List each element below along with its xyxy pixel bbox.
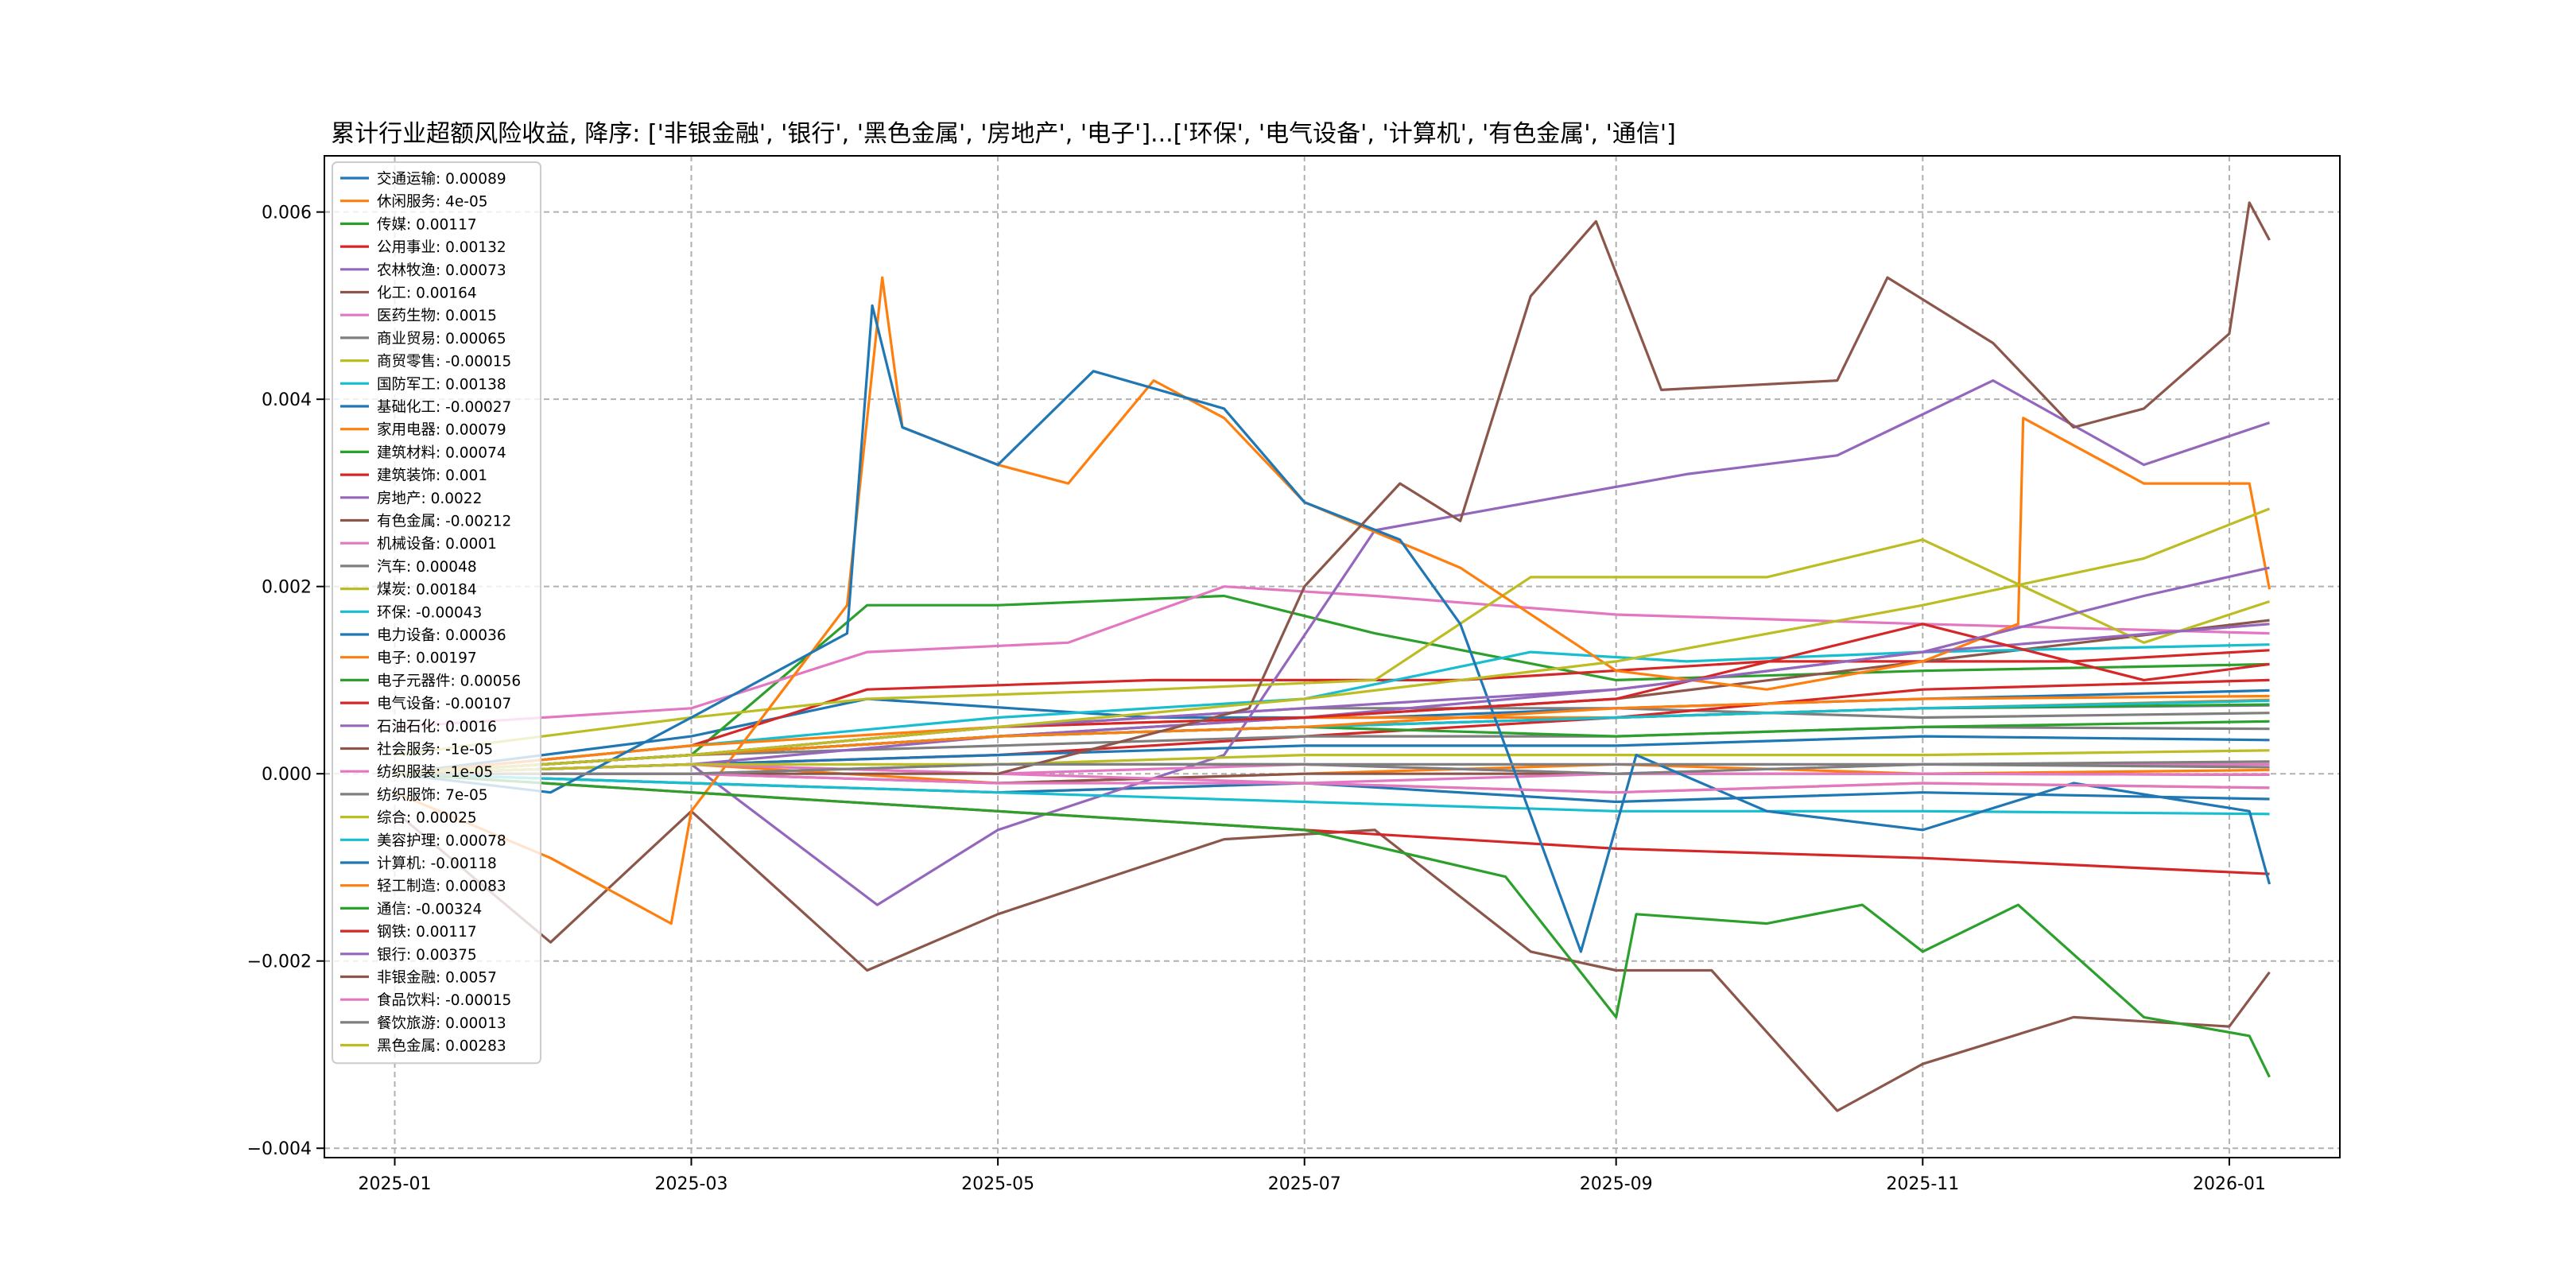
legend-entry: 机械设备: 0.0001 — [377, 536, 497, 553]
legend-entry: 建筑材料: 0.00074 — [377, 444, 506, 461]
chart-title: 累计行业超额风险收益, 降序: ['非银金融', '银行', '黑色金属', '… — [331, 120, 1676, 148]
legend-entry: 建筑装饰: 0.001 — [377, 467, 487, 484]
legend-entry: 食品饮料: -0.00015 — [377, 992, 511, 1009]
series-line-30 — [394, 304, 2271, 953]
x-axis: 2025-01 2025-03 2025-05 2025-07 2025-09 2025-… — [359, 1158, 2266, 1194]
series-line-37 — [394, 760, 2270, 775]
legend-entry: 钢铁: 0.00117 — [377, 924, 477, 941]
legend-entry: 石油石化: 0.0016 — [377, 719, 497, 735]
legend-entry: 电力设备: 0.00036 — [377, 627, 506, 644]
legend-entry: 传媒: 0.00117 — [377, 216, 477, 233]
legend-entry: 纺织服装: -1e-05 — [377, 764, 493, 781]
legend-entry: 美容护理: 0.00078 — [377, 832, 506, 849]
grid-lines — [324, 156, 2340, 1158]
series-line-21 — [394, 276, 2271, 925]
legend-entry: 医药生物: 0.0015 — [377, 308, 497, 324]
series-line-35 — [394, 201, 2271, 775]
legend-entry: 商贸零售: -0.00015 — [377, 354, 511, 370]
legend-entry: 交通运输: 0.00089 — [377, 171, 506, 188]
series-line-32 — [394, 772, 2271, 1078]
legend-box — [332, 161, 541, 1065]
legend-entry: 轻工制造: 0.00083 — [377, 879, 506, 895]
series-line-9 — [394, 643, 2270, 775]
series-line-10 — [394, 772, 2270, 804]
legend-entry: 国防军工: 0.00138 — [377, 376, 506, 393]
series-lines — [394, 201, 2271, 1112]
y-tick-label: 0.000 — [262, 765, 312, 785]
legend-entry: 社会服务: -1e-05 — [377, 742, 493, 758]
series-line-15 — [394, 809, 2271, 1112]
series-line-6 — [394, 585, 2270, 728]
y-tick-label: 0.004 — [262, 390, 312, 410]
legend-entry: 有色金属: -0.00212 — [377, 514, 511, 530]
legend-entry: 餐饮旅游: 0.00013 — [377, 1015, 506, 1032]
series-line-28 — [394, 749, 2270, 775]
y-tick-label: 0.006 — [262, 204, 312, 223]
legend-entry: 商业贸易: 0.00065 — [377, 331, 506, 347]
legend-entry: 化工: 0.00164 — [377, 285, 477, 302]
plot-frame — [324, 155, 2341, 1158]
legend: 交通运输: 0.00089 休闲服务: 4e-05 传媒: 0.00117 公用事业:… — [332, 161, 541, 1065]
x-tick-label: 2025-07 — [1268, 1174, 1341, 1194]
legend-entry: 电子元器件: 0.00056 — [377, 673, 521, 689]
x-tick-label: 2025-09 — [1580, 1174, 1653, 1194]
legend-entry: 房地产: 0.0022 — [377, 491, 482, 507]
x-tick-label: 2026-01 — [2193, 1174, 2266, 1194]
legend-entry: 公用事业: 0.00132 — [377, 239, 506, 256]
legend-entry: 纺织服饰: 7e-05 — [377, 787, 487, 804]
series-line-18 — [394, 538, 2270, 757]
series-line-38 — [394, 507, 2271, 775]
legend-entry: 银行: 0.00375 — [377, 947, 477, 964]
legend-entry: 综合: 0.00025 — [377, 810, 477, 827]
legend-entry: 非银金融: 0.0057 — [377, 970, 497, 987]
legend-entry: 计算机: -0.00118 — [377, 855, 497, 872]
x-tick-label: 2025-03 — [655, 1174, 728, 1194]
x-tick-label: 2025-05 — [961, 1174, 1034, 1194]
legend-entry: 黑色金属: 0.00283 — [377, 1038, 506, 1055]
legend-entry: 电气设备: -0.00107 — [377, 696, 511, 712]
y-tick-label: −0.004 — [247, 1139, 312, 1159]
legend-entry: 电子: 0.00197 — [377, 650, 477, 667]
series-line-3 — [394, 649, 2270, 775]
legend-entry: 家用电器: 0.00079 — [377, 422, 506, 439]
legend-entry: 基础化工: -0.00027 — [377, 399, 511, 416]
legend-entry: 煤炭: 0.00184 — [377, 582, 477, 599]
x-tick-label: 2025-01 — [359, 1174, 432, 1194]
legend-entry: 休闲服务: 4e-05 — [377, 194, 487, 211]
legend-entry: 通信: -0.00324 — [377, 901, 482, 918]
x-tick-label: 2025-11 — [1886, 1174, 1959, 1194]
y-tick-label: 0.002 — [262, 578, 312, 598]
legend-entry: 环保: -0.00043 — [377, 604, 482, 621]
legend-entry: 汽车: 0.00048 — [377, 559, 477, 576]
series-line-19 — [394, 772, 2270, 816]
y-axis: 0.006 0.004 0.002 0.000 −0.002 −0.004 — [247, 204, 324, 1159]
legend-entry: 农林牧渔: 0.00073 — [377, 262, 506, 279]
y-tick-label: −0.002 — [247, 952, 312, 972]
series-line-0 — [394, 689, 2270, 775]
